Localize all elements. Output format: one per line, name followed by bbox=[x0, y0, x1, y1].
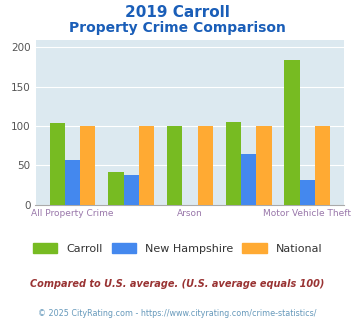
Text: 2019 Carroll: 2019 Carroll bbox=[125, 5, 230, 20]
Text: Property Crime Comparison: Property Crime Comparison bbox=[69, 21, 286, 35]
Bar bbox=[226, 122, 241, 205]
Bar bbox=[315, 126, 330, 205]
Bar bbox=[167, 126, 182, 205]
Bar bbox=[124, 175, 139, 205]
Bar bbox=[256, 126, 272, 205]
Bar bbox=[80, 126, 95, 205]
Bar bbox=[241, 153, 256, 205]
Text: © 2025 CityRating.com - https://www.cityrating.com/crime-statistics/: © 2025 CityRating.com - https://www.city… bbox=[38, 309, 317, 317]
Legend: Carroll, New Hampshire, National: Carroll, New Hampshire, National bbox=[28, 238, 327, 258]
Bar bbox=[284, 60, 300, 205]
Bar bbox=[65, 160, 80, 205]
Bar bbox=[300, 180, 315, 205]
Bar bbox=[50, 123, 65, 205]
Text: Compared to U.S. average. (U.S. average equals 100): Compared to U.S. average. (U.S. average … bbox=[30, 279, 325, 289]
Bar bbox=[139, 126, 154, 205]
Bar bbox=[198, 126, 213, 205]
Bar bbox=[108, 172, 124, 205]
